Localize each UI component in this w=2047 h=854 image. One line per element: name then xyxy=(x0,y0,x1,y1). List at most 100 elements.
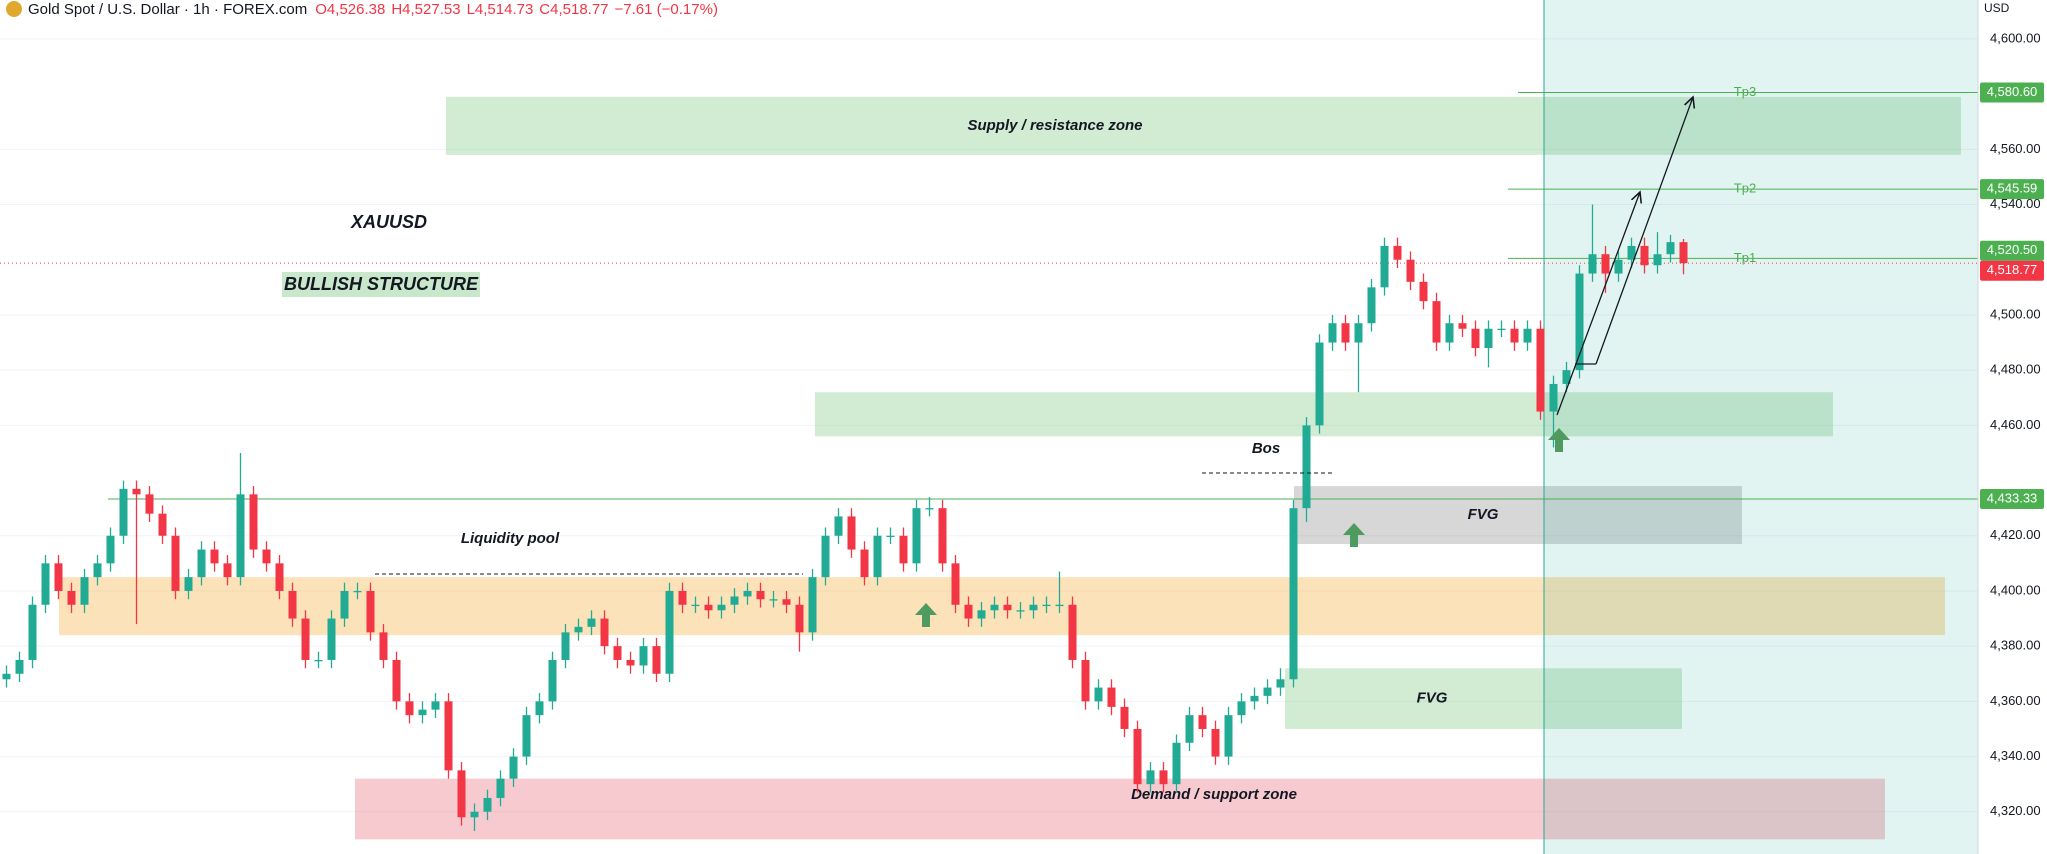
y-tick-label: 4,380.00 xyxy=(1990,638,2041,653)
candle-body xyxy=(54,563,63,591)
candle-body xyxy=(1432,301,1441,343)
candle-body xyxy=(1640,245,1649,266)
candle-body xyxy=(171,535,180,591)
candle-body xyxy=(626,659,635,666)
candle-body xyxy=(1458,323,1467,329)
candle-body xyxy=(184,577,193,591)
symbol-icon xyxy=(6,1,22,17)
candle-body xyxy=(1328,323,1337,343)
candle-body xyxy=(1198,715,1207,729)
candle-body xyxy=(145,494,154,514)
price-tag xyxy=(1980,240,2044,261)
y-tick-label: 4,320.00 xyxy=(1990,803,2041,818)
candle-body xyxy=(1601,254,1610,274)
candle-body xyxy=(288,590,297,619)
candle-body xyxy=(1627,245,1636,260)
target-label: Tp3 xyxy=(1734,84,1756,99)
candle-body xyxy=(301,618,310,660)
candle-body xyxy=(353,590,362,593)
candle-body xyxy=(561,632,570,660)
candle-body xyxy=(1445,323,1454,343)
candle-body xyxy=(756,590,765,600)
header-text: Gold Spot / U.S. Dollar · 1h · FOREX.com… xyxy=(28,1,718,18)
candle-body xyxy=(106,535,115,564)
target-label: Tp1 xyxy=(1734,250,1756,265)
up-arrow xyxy=(1343,523,1365,547)
candle-body xyxy=(80,577,89,605)
up-arrow xyxy=(1548,428,1570,452)
candle-body xyxy=(1575,273,1584,371)
candle-body xyxy=(1302,425,1311,509)
candle-body xyxy=(1055,604,1064,607)
price-tag-label: 4,520.50 xyxy=(1987,242,2038,257)
candle-body xyxy=(1211,728,1220,757)
candle-body xyxy=(249,494,258,550)
candle-body xyxy=(1380,245,1389,288)
candle-body xyxy=(1159,770,1168,785)
candle-body xyxy=(639,646,648,666)
candle-body xyxy=(1146,770,1155,785)
price-tag xyxy=(1980,179,2044,200)
liquidity-note: Liquidity pool xyxy=(461,530,560,547)
up-arrows xyxy=(915,428,1570,627)
candle-body xyxy=(613,646,622,660)
y-tick-label: 4,540.00 xyxy=(1990,196,2041,211)
candle-body xyxy=(1562,370,1571,384)
candle-body xyxy=(41,563,50,605)
price-axis: 4,320.00 4,340.00 4,360.00 4,380.00 4,400.00… xyxy=(1980,30,2044,818)
candle-body xyxy=(210,549,219,564)
candle-body xyxy=(1250,695,1259,702)
candle-body xyxy=(964,604,973,619)
y-tick-label: 4,360.00 xyxy=(1990,693,2041,708)
grid xyxy=(0,38,1978,813)
candle-body xyxy=(509,756,518,779)
y-tick-label: 4,420.00 xyxy=(1990,527,2041,542)
candle-body xyxy=(1497,328,1506,331)
candle-body xyxy=(93,563,102,578)
candle-body xyxy=(327,618,336,660)
candles xyxy=(2,204,1688,832)
price-tag-label: 4,580.60 xyxy=(1987,84,2038,99)
candle-body xyxy=(743,590,752,597)
close-value: C4,518.77 xyxy=(539,1,608,18)
candle-body xyxy=(379,632,388,660)
candle-body xyxy=(1315,342,1324,426)
candle-body xyxy=(873,535,882,578)
candle-body xyxy=(236,494,245,578)
candle-body xyxy=(1029,604,1038,611)
candle-body xyxy=(1042,604,1051,607)
candle-body xyxy=(275,563,284,591)
candle-body xyxy=(704,604,713,611)
high-value: H4,527.53 xyxy=(391,1,460,18)
candle-body xyxy=(1120,706,1129,729)
candle-body xyxy=(899,535,908,564)
candle-body xyxy=(795,604,804,633)
candle-body xyxy=(1263,687,1272,696)
candle-body xyxy=(1133,728,1142,785)
candle-body xyxy=(470,811,479,818)
zone xyxy=(1294,486,1742,545)
candle-body xyxy=(496,778,505,798)
zone xyxy=(355,778,1885,840)
y-tick-label: 4,600.00 xyxy=(1990,30,2041,45)
price-tag xyxy=(1980,488,2044,509)
candle-body xyxy=(457,770,466,818)
change-value: −7.61 (−0.17%) xyxy=(615,1,718,18)
zone-label: FVG xyxy=(1468,506,1499,523)
projection-path xyxy=(1595,97,1693,365)
candle-body xyxy=(821,535,830,578)
candle-body xyxy=(730,596,739,605)
candle-body xyxy=(574,626,583,633)
zone-label: Demand / support zone xyxy=(1131,786,1297,803)
candle-body xyxy=(1341,323,1350,343)
candle-body xyxy=(522,715,531,757)
candle-body xyxy=(1614,259,1623,274)
y-tick-label: 4,400.00 xyxy=(1990,582,2041,597)
y-tick-label: 4,560.00 xyxy=(1990,141,2041,156)
candle-body xyxy=(938,508,947,564)
candle-body xyxy=(665,590,674,674)
candle-body xyxy=(197,549,206,578)
candle-body xyxy=(951,563,960,605)
candle-body xyxy=(418,709,427,716)
